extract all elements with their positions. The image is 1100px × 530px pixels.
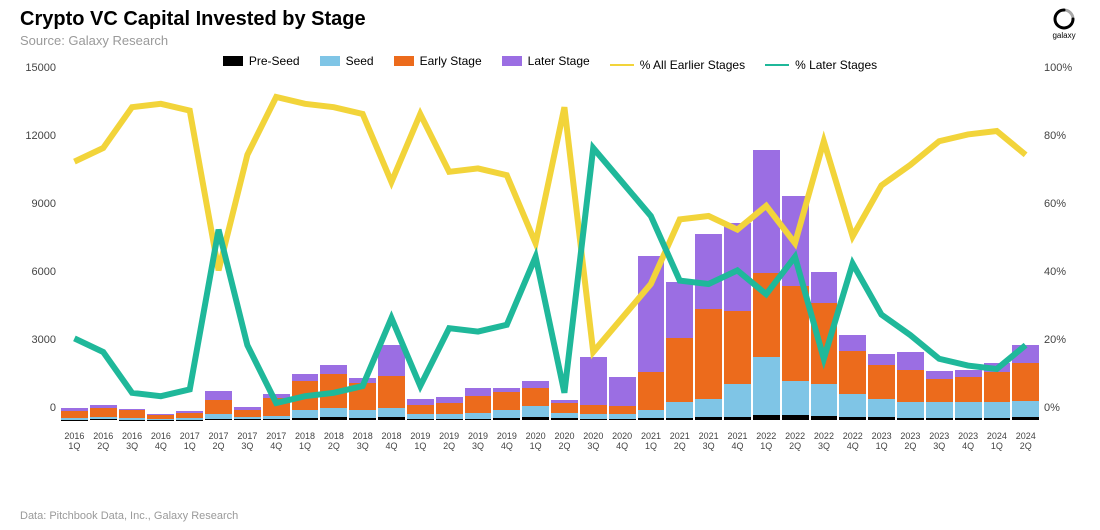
legend-swatch-icon xyxy=(394,56,414,66)
y-right-tick: 80% xyxy=(1044,130,1086,142)
x-tick-label: 20212Q xyxy=(665,432,694,452)
legend-label: Seed xyxy=(346,54,374,68)
y-left-tick: 9000 xyxy=(14,198,56,210)
x-tick-label: 20192Q xyxy=(435,432,464,452)
x-tick-label: 20214Q xyxy=(723,432,752,452)
x-tick-label: 20232Q xyxy=(896,432,925,452)
x-tick-label: 20201Q xyxy=(521,432,550,452)
x-tick-label: 20242Q xyxy=(1011,432,1040,452)
x-tick-label: 20171Q xyxy=(175,432,204,452)
x-tick-label: 20174Q xyxy=(262,432,291,452)
x-tick-label: 20234Q xyxy=(954,432,983,452)
y-right-tick: 0% xyxy=(1044,402,1086,414)
x-tick-label: 20173Q xyxy=(233,432,262,452)
y-axis-right: 0%20%40%60%80%100% xyxy=(1044,80,1086,420)
x-tick-label: 20222Q xyxy=(781,432,810,452)
x-tick-label: 20183Q xyxy=(348,432,377,452)
legend-swatch-icon xyxy=(223,56,243,66)
legend-line-icon xyxy=(610,64,634,66)
legend-item: Later Stage xyxy=(502,54,590,68)
x-tick-label: 20164Q xyxy=(146,432,175,452)
y-right-tick: 60% xyxy=(1044,198,1086,210)
y-left-tick: 12000 xyxy=(14,130,56,142)
x-tick-label: 20184Q xyxy=(377,432,406,452)
y-left-tick: 15000 xyxy=(14,62,56,74)
x-tick-label: 20161Q xyxy=(60,432,89,452)
x-tick-label: 20221Q xyxy=(752,432,781,452)
lines-overlay xyxy=(60,80,1040,420)
x-tick-label: 20203Q xyxy=(579,432,608,452)
legend-swatch-icon xyxy=(502,56,522,66)
y-right-tick: 40% xyxy=(1044,266,1086,278)
y-right-tick: 20% xyxy=(1044,334,1086,346)
chart-page: Crypto VC Capital Invested by Stage Sour… xyxy=(0,0,1100,530)
x-tick-label: 20223Q xyxy=(810,432,839,452)
x-tick-label: 20193Q xyxy=(464,432,493,452)
x-tick-label: 20172Q xyxy=(204,432,233,452)
y-left-tick: 6000 xyxy=(14,266,56,278)
legend-label: Later Stage xyxy=(528,54,590,68)
legend-item: % Later Stages xyxy=(765,58,877,72)
page-subtitle: Source: Galaxy Research xyxy=(20,33,1080,48)
page-title: Crypto VC Capital Invested by Stage xyxy=(20,8,1080,31)
legend-item: Pre-Seed xyxy=(223,54,300,68)
x-tick-label: 20224Q xyxy=(838,432,867,452)
header: Crypto VC Capital Invested by Stage Sour… xyxy=(20,8,1080,48)
x-tick-label: 20202Q xyxy=(550,432,579,452)
plot-area xyxy=(60,80,1040,420)
legend-item: Seed xyxy=(320,54,374,68)
x-tick-label: 20204Q xyxy=(608,432,637,452)
x-tick-label: 20211Q xyxy=(637,432,666,452)
x-tick-label: 20213Q xyxy=(694,432,723,452)
x-tick-label: 20194Q xyxy=(492,432,521,452)
x-tick-label: 20241Q xyxy=(983,432,1012,452)
y-left-tick: 0 xyxy=(14,402,56,414)
y-left-tick: 3000 xyxy=(14,334,56,346)
chart-area: 20161Q20162Q20163Q20164Q20171Q20172Q2017… xyxy=(60,80,1040,450)
brand-logo-label: galaxy xyxy=(1048,31,1080,40)
legend-label: Early Stage xyxy=(420,54,482,68)
y-right-tick: 100% xyxy=(1044,62,1086,74)
legend-label: Pre-Seed xyxy=(249,54,300,68)
legend-label: % All Earlier Stages xyxy=(640,58,745,72)
legend-swatch-icon xyxy=(320,56,340,66)
legend: Pre-Seed Seed Early Stage Later Stage % All … xyxy=(0,54,1100,72)
brand-logo: galaxy xyxy=(1048,8,1080,40)
x-tick-label: 20233Q xyxy=(925,432,954,452)
x-tick-label: 20182Q xyxy=(319,432,348,452)
galaxy-logo-icon xyxy=(1053,8,1075,30)
x-tick-label: 20181Q xyxy=(291,432,320,452)
legend-line-icon xyxy=(765,64,789,66)
legend-item: % All Earlier Stages xyxy=(610,58,745,72)
x-axis: 20161Q20162Q20163Q20164Q20171Q20172Q2017… xyxy=(60,432,1040,452)
x-tick-label: 20231Q xyxy=(867,432,896,452)
x-tick-label: 20191Q xyxy=(406,432,435,452)
x-tick-label: 20163Q xyxy=(118,432,147,452)
legend-item: Early Stage xyxy=(394,54,482,68)
footer-credit: Data: Pitchbook Data, Inc., Galaxy Resea… xyxy=(20,510,238,522)
legend-label: % Later Stages xyxy=(795,58,877,72)
x-tick-label: 20162Q xyxy=(89,432,118,452)
y-axis-left: 03000600090001200015000 xyxy=(14,80,56,420)
